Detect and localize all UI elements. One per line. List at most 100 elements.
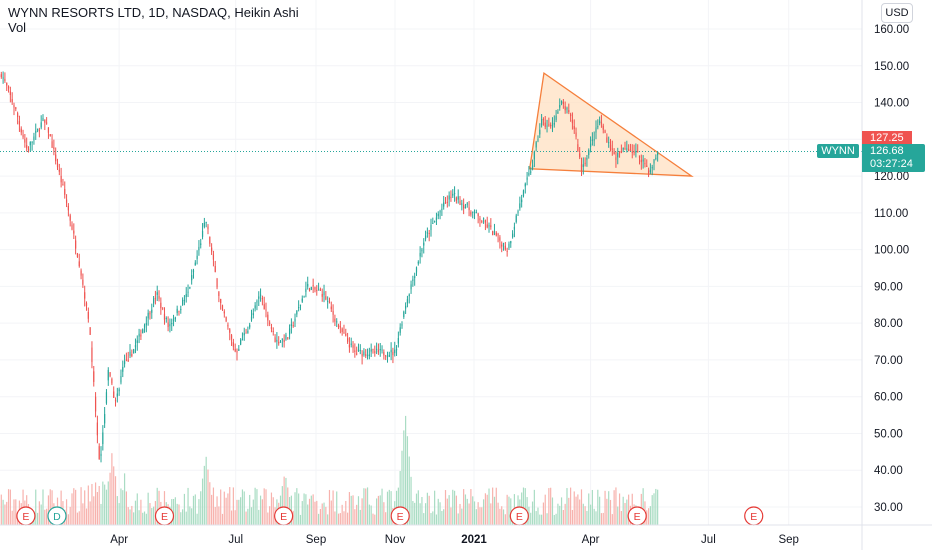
marker-label: E [22, 511, 29, 523]
y-tick-label: 140.00 [874, 98, 909, 110]
candle-body [546, 125, 548, 127]
volume-bar [73, 488, 75, 525]
candle-body [423, 242, 425, 246]
volume-bar [65, 499, 68, 525]
volume-bar [123, 473, 126, 525]
volume-bar [129, 509, 131, 525]
volume-bar [531, 501, 534, 525]
volume-bar [147, 492, 149, 525]
candle-body [53, 147, 55, 150]
volume-bar [294, 492, 296, 525]
candle-body [381, 349, 383, 351]
candle-body [129, 351, 131, 356]
candle-body [472, 211, 474, 213]
volume-bar [325, 506, 327, 525]
candle-body [657, 152, 659, 156]
volume-bar [47, 495, 50, 525]
candle-body [497, 234, 499, 236]
candle-body [158, 295, 160, 299]
earnings-marker[interactable]: E [16, 506, 36, 526]
volume-bar [506, 494, 508, 525]
candle-body [417, 261, 419, 264]
volume-bar [15, 499, 17, 525]
volume-bar [559, 505, 561, 525]
volume-bar [180, 512, 182, 525]
candle-body [165, 317, 167, 319]
volume-bar [430, 513, 432, 525]
volume-bar [258, 509, 260, 525]
marker-label: E [161, 511, 168, 523]
plot-area[interactable] [0, 0, 862, 525]
price-axis[interactable]: 160.00150.00140.00130.00120.00110.00100.… [874, 24, 909, 514]
candle-body [482, 218, 485, 220]
volume-bar [557, 503, 559, 525]
candle-body [618, 151, 621, 153]
volume-bar [343, 511, 345, 525]
volume-bar [542, 502, 545, 525]
time-axis[interactable]: Apr Jul Sep Nov 2021 Apr Jul Sep [110, 534, 799, 546]
candle-body [550, 124, 552, 127]
candle-body [138, 333, 140, 337]
candle-body [200, 243, 202, 245]
volume-bar [421, 497, 423, 525]
volume-bar [354, 509, 356, 525]
triangle-drawing[interactable] [528, 71, 694, 177]
volume-bar [305, 494, 307, 525]
y-tick-label: 160.00 [874, 24, 909, 36]
candle-body [443, 202, 445, 207]
candle-body [588, 150, 590, 155]
volume-bar [437, 498, 439, 525]
candle-body [89, 327, 91, 335]
volume-bar [624, 502, 626, 525]
volume-bar [388, 489, 390, 525]
volume-bar [595, 511, 597, 525]
candle-body [394, 349, 396, 354]
candle-body [9, 91, 11, 95]
volume-bar [252, 499, 254, 525]
currency-button[interactable]: USD [881, 3, 913, 23]
volume-bar [541, 514, 543, 525]
volume-bar [140, 499, 142, 525]
volume-bar [502, 509, 505, 525]
candle-body [486, 224, 488, 228]
candle-body [347, 338, 349, 342]
volume-bar [127, 507, 129, 525]
volume-bar [651, 495, 653, 525]
earnings-marker[interactable]: E [627, 506, 647, 526]
candle-body [38, 129, 40, 132]
volume-bar [187, 487, 189, 525]
candle-body [535, 142, 537, 148]
earnings-marker[interactable]: E [744, 506, 764, 526]
candle-body [361, 353, 363, 357]
candle-body [149, 312, 151, 315]
volume-bar [212, 487, 215, 525]
dividend-marker[interactable]: D [47, 506, 67, 526]
candle-body [615, 157, 617, 160]
candle-body [455, 197, 457, 201]
earnings-marker[interactable]: E [390, 506, 410, 526]
y-tick-label: 150.00 [874, 61, 909, 73]
volume-bar [221, 513, 224, 525]
candle-body [20, 128, 22, 133]
candle-body [624, 148, 626, 150]
candle-body [310, 286, 312, 290]
volume-bar [495, 487, 497, 525]
candle-body [638, 155, 641, 158]
candle-body [356, 353, 358, 355]
candle-body [377, 350, 380, 353]
candle-body [123, 361, 126, 365]
earnings-marker[interactable]: E [509, 506, 529, 526]
candle-body [530, 171, 532, 173]
candle-body [501, 244, 503, 247]
candle-body [537, 139, 539, 141]
earnings-marker[interactable]: E [274, 506, 294, 526]
candle-body [582, 164, 584, 167]
candle-body [339, 326, 341, 328]
candle-body [75, 240, 77, 249]
candle-body [207, 226, 209, 230]
candle-body [319, 289, 322, 291]
candle-body [69, 215, 71, 221]
earnings-marker[interactable]: E [154, 506, 175, 526]
